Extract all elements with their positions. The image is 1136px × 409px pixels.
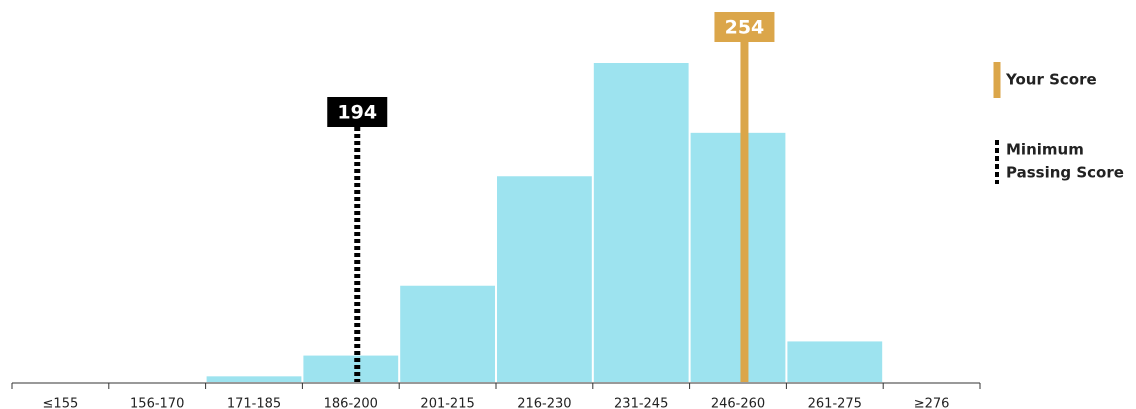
legend-label: Passing Score [1006, 164, 1124, 182]
bar [400, 285, 495, 382]
bar [303, 355, 399, 382]
marker-box [327, 97, 388, 127]
x-tick-label: 231-245 [614, 397, 668, 409]
marker-value: 254 [725, 17, 765, 39]
x-tick-label: 156-170 [130, 397, 184, 409]
x-tick-label: ≤155 [43, 397, 79, 409]
x-tick-label: 186-200 [324, 397, 378, 409]
x-tick-label: 201-215 [420, 397, 474, 409]
x-tick-label: 171-185 [227, 397, 281, 409]
legend-label: Minimum [1006, 141, 1084, 159]
x-tick-label: 216-230 [517, 397, 571, 409]
x-tick-label: 246-260 [711, 397, 765, 409]
bar [497, 176, 592, 382]
marker-value: 194 [337, 102, 377, 124]
legend-label: Your Score [1005, 71, 1097, 89]
x-tick-label: ≥276 [914, 397, 950, 409]
bar [787, 341, 883, 382]
bar [690, 132, 786, 382]
bar [593, 63, 689, 382]
bar [206, 376, 302, 382]
marker-box [714, 12, 775, 42]
x-tick-label: 261-275 [808, 397, 862, 409]
